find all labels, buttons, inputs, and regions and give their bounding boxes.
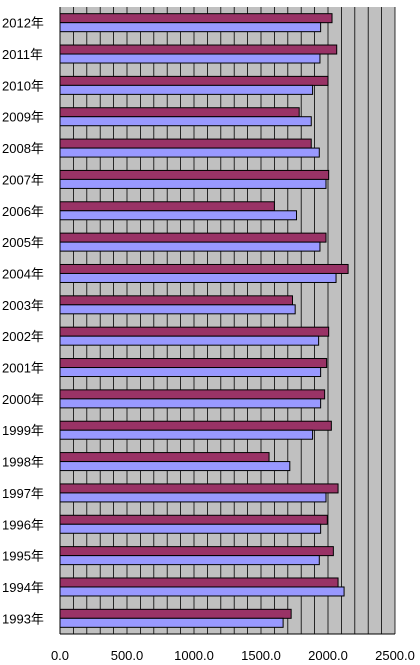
bar: [59, 420, 332, 431]
category-label: 1996年: [2, 517, 44, 532]
bar: [59, 546, 334, 557]
bar: [59, 147, 320, 158]
bars: [59, 13, 349, 628]
plot-area: [60, 7, 395, 634]
bar: [59, 555, 320, 566]
category-label: 2008年: [2, 141, 44, 156]
bar: [59, 272, 337, 283]
x-tick-label: 500.0: [111, 648, 144, 663]
bar: [59, 398, 322, 409]
category-label: 2007年: [2, 172, 44, 187]
bar: [59, 116, 312, 127]
bar: [59, 178, 327, 189]
x-axis-tick-labels: 0.0 500.0 1000.0 1500.0 2000.0 2500.0: [51, 648, 415, 663]
category-label: 1993年: [2, 611, 44, 626]
bar: [59, 617, 284, 628]
category-label: 2012年: [2, 16, 44, 31]
bar: [59, 335, 320, 346]
category-label: 2009年: [2, 110, 44, 125]
bar: [59, 389, 326, 400]
bar: [59, 326, 330, 337]
category-label: 1997年: [2, 486, 44, 501]
category-label: 1995年: [2, 549, 44, 564]
x-tick-label: 1500.0: [241, 648, 281, 663]
category-label: 2011年: [2, 47, 43, 62]
x-tick-label: 2000.0: [308, 648, 348, 663]
bar: [59, 232, 327, 243]
bar: [59, 358, 328, 369]
bar: [59, 138, 312, 149]
category-label: 1998年: [2, 455, 44, 470]
bar: [59, 44, 338, 55]
category-labels: 2012年 2011年 2010年 2009年 2008年 2007年 2006年 2005年…: [2, 16, 44, 627]
category-label: 2001年: [2, 361, 44, 376]
bar: [59, 13, 333, 24]
category-label: 2002年: [2, 329, 44, 344]
bar: [59, 75, 329, 86]
x-tick-label: 2500.0: [375, 648, 415, 663]
bar: [59, 452, 270, 463]
bar: [59, 22, 322, 33]
bar: [59, 210, 298, 221]
x-tick-label: 1000.0: [174, 648, 214, 663]
category-label: 2006年: [2, 204, 44, 219]
bar: [59, 523, 322, 534]
category-label: 2004年: [2, 266, 44, 281]
bar: [59, 429, 314, 440]
category-label: 1999年: [2, 423, 44, 438]
bar: [59, 608, 292, 619]
category-label: 1994年: [2, 580, 44, 595]
category-label: 2010年: [2, 78, 44, 93]
bar: [59, 201, 275, 212]
bar: [59, 304, 296, 315]
bar: [59, 514, 328, 525]
category-label: 2000年: [2, 392, 44, 407]
bar: [59, 461, 291, 472]
bar: [59, 53, 321, 64]
bar: [59, 169, 330, 180]
category-label: 2005年: [2, 235, 44, 250]
bar: [59, 367, 322, 378]
bar: [59, 483, 339, 494]
x-tick-label: 0.0: [51, 648, 69, 663]
bar: [59, 107, 300, 118]
bar: [59, 241, 321, 252]
bar: [59, 263, 349, 274]
bar: [59, 586, 345, 597]
category-label: 2003年: [2, 298, 44, 313]
bar: [59, 492, 327, 503]
bar: [59, 295, 293, 306]
bar: [59, 84, 314, 95]
bar: [59, 577, 339, 588]
